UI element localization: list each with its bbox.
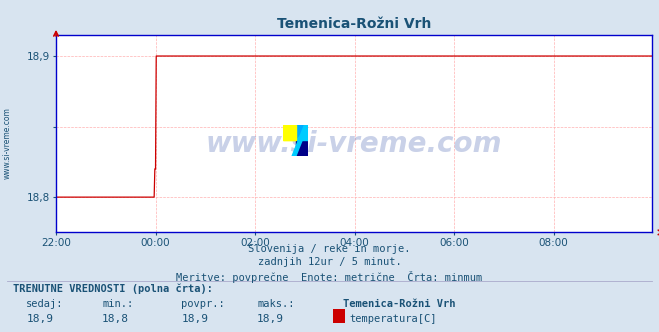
Polygon shape xyxy=(292,124,308,156)
Text: www.si-vreme.com: www.si-vreme.com xyxy=(206,129,502,157)
Text: 18,8: 18,8 xyxy=(102,314,129,324)
Text: Temenica-Rožni Vrh: Temenica-Rožni Vrh xyxy=(343,299,455,309)
Text: temperatura[C]: temperatura[C] xyxy=(349,314,437,324)
Text: TRENUTNE VREDNOSTI (polna črta):: TRENUTNE VREDNOSTI (polna črta): xyxy=(13,284,213,294)
Text: Slovenija / reke in morje.: Slovenija / reke in morje. xyxy=(248,244,411,254)
Text: 18,9: 18,9 xyxy=(257,314,284,324)
Bar xyxy=(296,140,308,156)
Title: Temenica-Rožni Vrh: Temenica-Rožni Vrh xyxy=(277,17,432,31)
Text: povpr.:: povpr.: xyxy=(181,299,225,309)
Text: 18,9: 18,9 xyxy=(26,314,53,324)
Text: www.si-vreme.com: www.si-vreme.com xyxy=(3,107,12,179)
Text: maks.:: maks.: xyxy=(257,299,295,309)
Text: zadnjih 12ur / 5 minut.: zadnjih 12ur / 5 minut. xyxy=(258,257,401,267)
Polygon shape xyxy=(296,124,308,140)
Text: 18,9: 18,9 xyxy=(181,314,208,324)
Text: min.:: min.: xyxy=(102,299,133,309)
Bar xyxy=(296,124,308,140)
Bar xyxy=(283,124,296,140)
Polygon shape xyxy=(283,124,296,140)
Text: sedaj:: sedaj: xyxy=(26,299,64,309)
Text: Meritve: povprečne  Enote: metrične  Črta: minmum: Meritve: povprečne Enote: metrične Črta:… xyxy=(177,271,482,283)
